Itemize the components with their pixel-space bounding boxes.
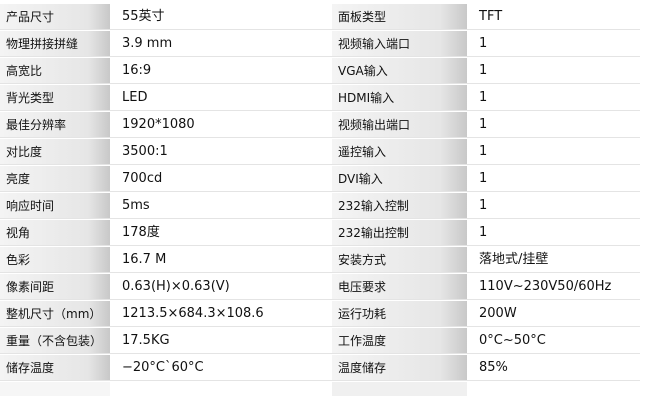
spec-label: VGA输入 [332, 58, 467, 84]
table-row: 色彩 16.7 M 安装方式 落地式/挂壁 [0, 247, 640, 274]
spec-label: 电压要求 [332, 274, 467, 300]
spec-value: 1 [467, 220, 640, 246]
spec-value: 178度 [110, 220, 332, 246]
spec-label: DVI输入 [332, 166, 467, 192]
spec-value: 16.7 M [110, 247, 332, 273]
spec-label: 响应时间 [0, 193, 110, 219]
spec-label: 工作温度 [332, 328, 467, 354]
spec-label: 整机尺寸（mm） [0, 301, 110, 327]
spec-value: 700cd [110, 166, 332, 192]
table-row: 背光类型 LED HDMI输入 1 [0, 85, 640, 112]
spec-label: 产品尺寸 [0, 4, 110, 30]
spec-label: 背光类型 [0, 85, 110, 111]
table-row: 最佳分辨率 1920*1080 视频输出端口 1 [0, 112, 640, 139]
table-row: 物理拼接拼缝 3.9 mm 视频输入端口 1 [0, 31, 640, 58]
spec-label: 像素间距 [0, 274, 110, 300]
spec-value: 200W [467, 301, 640, 327]
table-row: 重量（不含包装） 17.5KG 工作温度 0°C~50°C [0, 328, 640, 355]
spec-value: 17.5KG [110, 328, 332, 354]
spec-label: 温度储存 [332, 355, 467, 381]
spec-value: 落地式/挂壁 [467, 247, 640, 273]
spec-value: 16:9 [110, 58, 332, 84]
table-row: 整机尺寸（mm） 1213.5×684.3×108.6 运行功耗 200W [0, 301, 640, 328]
spec-value: 1 [467, 31, 640, 57]
spec-value: 1 [467, 193, 640, 219]
table-row: 亮度 700cd DVI输入 1 [0, 166, 640, 193]
table-row: 储存温度 −20°C`60°C 温度储存 85% [0, 355, 640, 382]
spec-label: 色彩 [0, 247, 110, 273]
spec-value: 3500:1 [110, 139, 332, 165]
table-row: 产品尺寸 55英寸 面板类型 TFT [0, 4, 640, 31]
spec-label: 安装方式 [332, 247, 467, 273]
table-row: 响应时间 5ms 232输入控制 1 [0, 193, 640, 220]
spec-label: 视角 [0, 220, 110, 246]
spec-label: 物理拼接拼缝 [0, 31, 110, 57]
spec-label: 面板类型 [332, 4, 467, 30]
spec-label: HDMI输入 [332, 85, 467, 111]
spec-label: 高宽比 [0, 58, 110, 84]
spec-label: 亮度 [0, 166, 110, 192]
spec-value: 1 [467, 58, 640, 84]
spec-value: 1213.5×684.3×108.6 [110, 301, 332, 327]
table-row: 像素间距 0.63(H)×0.63(V) 电压要求 110V~230V50/60Hz [0, 274, 640, 301]
spec-label: 视频输入端口 [332, 31, 467, 57]
spec-value: 110V~230V50/60Hz [467, 274, 640, 300]
table-footer [0, 382, 640, 396]
spec-value: 1920*1080 [110, 112, 332, 138]
spec-value: LED [110, 85, 332, 111]
spec-value: 0.63(H)×0.63(V) [110, 274, 332, 300]
spec-label: 重量（不含包装） [0, 328, 110, 354]
spec-label: 232输入控制 [332, 193, 467, 219]
spec-label: 视频输出端口 [332, 112, 467, 138]
table-row: 高宽比 16:9 VGA输入 1 [0, 58, 640, 85]
spec-value: 1 [467, 85, 640, 111]
spec-label: 遥控输入 [332, 139, 467, 165]
spec-label: 运行功耗 [332, 301, 467, 327]
spec-value: −20°C`60°C [110, 355, 332, 381]
table-row: 视角 178度 232输出控制 1 [0, 220, 640, 247]
spec-label: 对比度 [0, 139, 110, 165]
spec-value: 55英寸 [110, 4, 332, 30]
spec-label: 最佳分辨率 [0, 112, 110, 138]
spec-label: 232输出控制 [332, 220, 467, 246]
spec-value: 1 [467, 139, 640, 165]
table-row: 对比度 3500:1 遥控输入 1 [0, 139, 640, 166]
spec-value: 1 [467, 112, 640, 138]
spec-value: 5ms [110, 193, 332, 219]
spec-value: 3.9 mm [110, 31, 332, 57]
spec-label: 储存温度 [0, 355, 110, 381]
spec-value: 1 [467, 166, 640, 192]
spec-value: 0°C~50°C [467, 328, 640, 354]
spec-value: TFT [467, 4, 640, 30]
spec-value: 85% [467, 355, 640, 381]
